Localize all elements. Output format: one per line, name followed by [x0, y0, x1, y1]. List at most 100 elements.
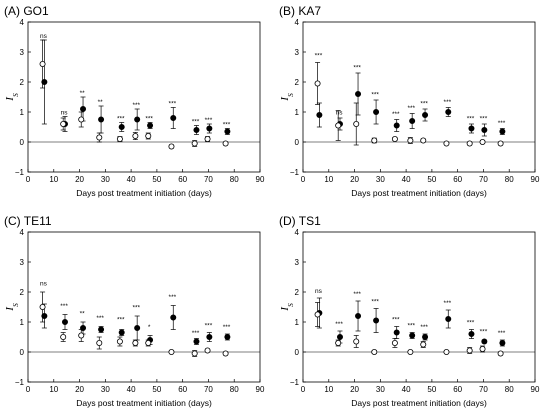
data-point-open [353, 121, 360, 128]
significance-label: *** [444, 300, 452, 307]
x-tick-label: 50 [427, 385, 436, 394]
data-point-filled [481, 338, 488, 345]
data-point-open [391, 339, 398, 346]
significance-label: *** [132, 305, 140, 312]
data-point-filled [409, 332, 416, 339]
data-point-filled [393, 329, 400, 336]
y-tick-label: 1 [295, 108, 300, 117]
significance-label: ** [98, 99, 104, 106]
y-tick-label: 3 [20, 48, 25, 57]
x-tick-label: 40 [402, 175, 411, 184]
data-point-filled [445, 109, 452, 116]
data-point-open [222, 140, 229, 147]
y-tick-label: 2 [20, 78, 25, 87]
x-tick-label: 0 [26, 385, 31, 394]
data-point-open [145, 339, 152, 346]
chart-title: (B) KA7 [279, 4, 321, 18]
significance-label: *** [117, 116, 125, 123]
significance-label: ns [61, 110, 69, 117]
data-point-open [39, 61, 46, 68]
data-point-open [204, 347, 211, 354]
data-point-filled [422, 334, 429, 341]
data-point-open [191, 350, 198, 357]
data-point-open [96, 339, 103, 346]
x-tick-label: 10 [49, 385, 58, 394]
data-point-filled [134, 325, 141, 332]
data-point-filled [98, 116, 105, 123]
significance-label: ** [80, 311, 86, 318]
data-point-open [391, 135, 398, 142]
significance-label: ns [40, 33, 48, 40]
y-tick-label: −1 [15, 168, 25, 177]
y-axis-label-subscript: S [286, 93, 295, 97]
data-point-open [497, 140, 504, 147]
data-point-open [497, 350, 504, 357]
significance-label: *** [392, 317, 400, 324]
significance-label: *** [420, 324, 428, 331]
y-axis-label: IS [4, 303, 20, 312]
data-point-filled [193, 127, 200, 134]
data-point-filled [468, 331, 475, 338]
x-tick-label: 50 [152, 175, 161, 184]
data-point-filled [118, 124, 125, 131]
significance-label: ns [40, 281, 48, 288]
data-point-filled [316, 112, 323, 119]
x-axis-label: Days post treatment initiation (days) [351, 398, 487, 408]
x-tick-label: 60 [178, 385, 187, 394]
x-tick-label: 30 [101, 175, 110, 184]
data-point-open [420, 137, 427, 144]
x-tick-label: 80 [230, 385, 239, 394]
y-tick-label: −1 [290, 168, 300, 177]
x-tick-label: 30 [376, 385, 385, 394]
data-point-filled [134, 116, 141, 123]
significance-label: *** [117, 317, 125, 324]
y-axis-label: IS [279, 93, 295, 102]
data-point-open [116, 135, 123, 142]
data-point-open [39, 304, 46, 311]
data-point-open [168, 143, 175, 150]
significance-label: *** [498, 120, 506, 127]
x-tick-label: 70 [479, 385, 488, 394]
y-tick-label: 0 [20, 138, 25, 147]
significance-label: *** [192, 119, 200, 126]
plot-frame [302, 231, 536, 383]
chart-title: (A) GO1 [4, 4, 49, 18]
data-point-open [371, 137, 378, 144]
significance-label: ns [336, 110, 344, 117]
y-tick-label: 3 [295, 258, 300, 267]
significance-label: *** [169, 101, 177, 108]
data-point-filled [481, 127, 488, 134]
data-point-open [479, 345, 486, 352]
y-tick-label: 4 [20, 228, 25, 237]
significance-label: *** [223, 122, 231, 129]
significance-label: ns [315, 288, 323, 295]
x-tick-label: 20 [350, 175, 359, 184]
significance-label: *** [169, 294, 177, 301]
x-tick-label: 80 [505, 175, 514, 184]
y-axis-label: IS [279, 303, 295, 312]
significance-label: *** [353, 291, 361, 298]
significance-label: *** [223, 324, 231, 331]
significance-label: *** [444, 99, 452, 106]
x-tick-label: 40 [127, 175, 136, 184]
plot-frame [27, 231, 261, 383]
data-point-filled [118, 329, 125, 336]
significance-label: *** [192, 330, 200, 337]
x-tick-label: 90 [531, 175, 540, 184]
x-tick-label: 40 [127, 385, 136, 394]
y-tick-label: 0 [295, 138, 300, 147]
significance-label: *** [145, 116, 153, 123]
data-point-filled [499, 128, 506, 135]
data-point-filled [98, 326, 105, 333]
y-tick-label: 4 [295, 228, 300, 237]
x-tick-label: 10 [324, 175, 333, 184]
plot-frame [302, 21, 536, 173]
y-tick-label: −1 [15, 378, 25, 387]
data-point-open [443, 348, 450, 355]
y-tick-label: 1 [20, 108, 25, 117]
significance-label: *** [132, 102, 140, 109]
data-point-open [335, 122, 342, 129]
y-tick-label: 3 [20, 258, 25, 267]
data-point-open [466, 347, 473, 354]
